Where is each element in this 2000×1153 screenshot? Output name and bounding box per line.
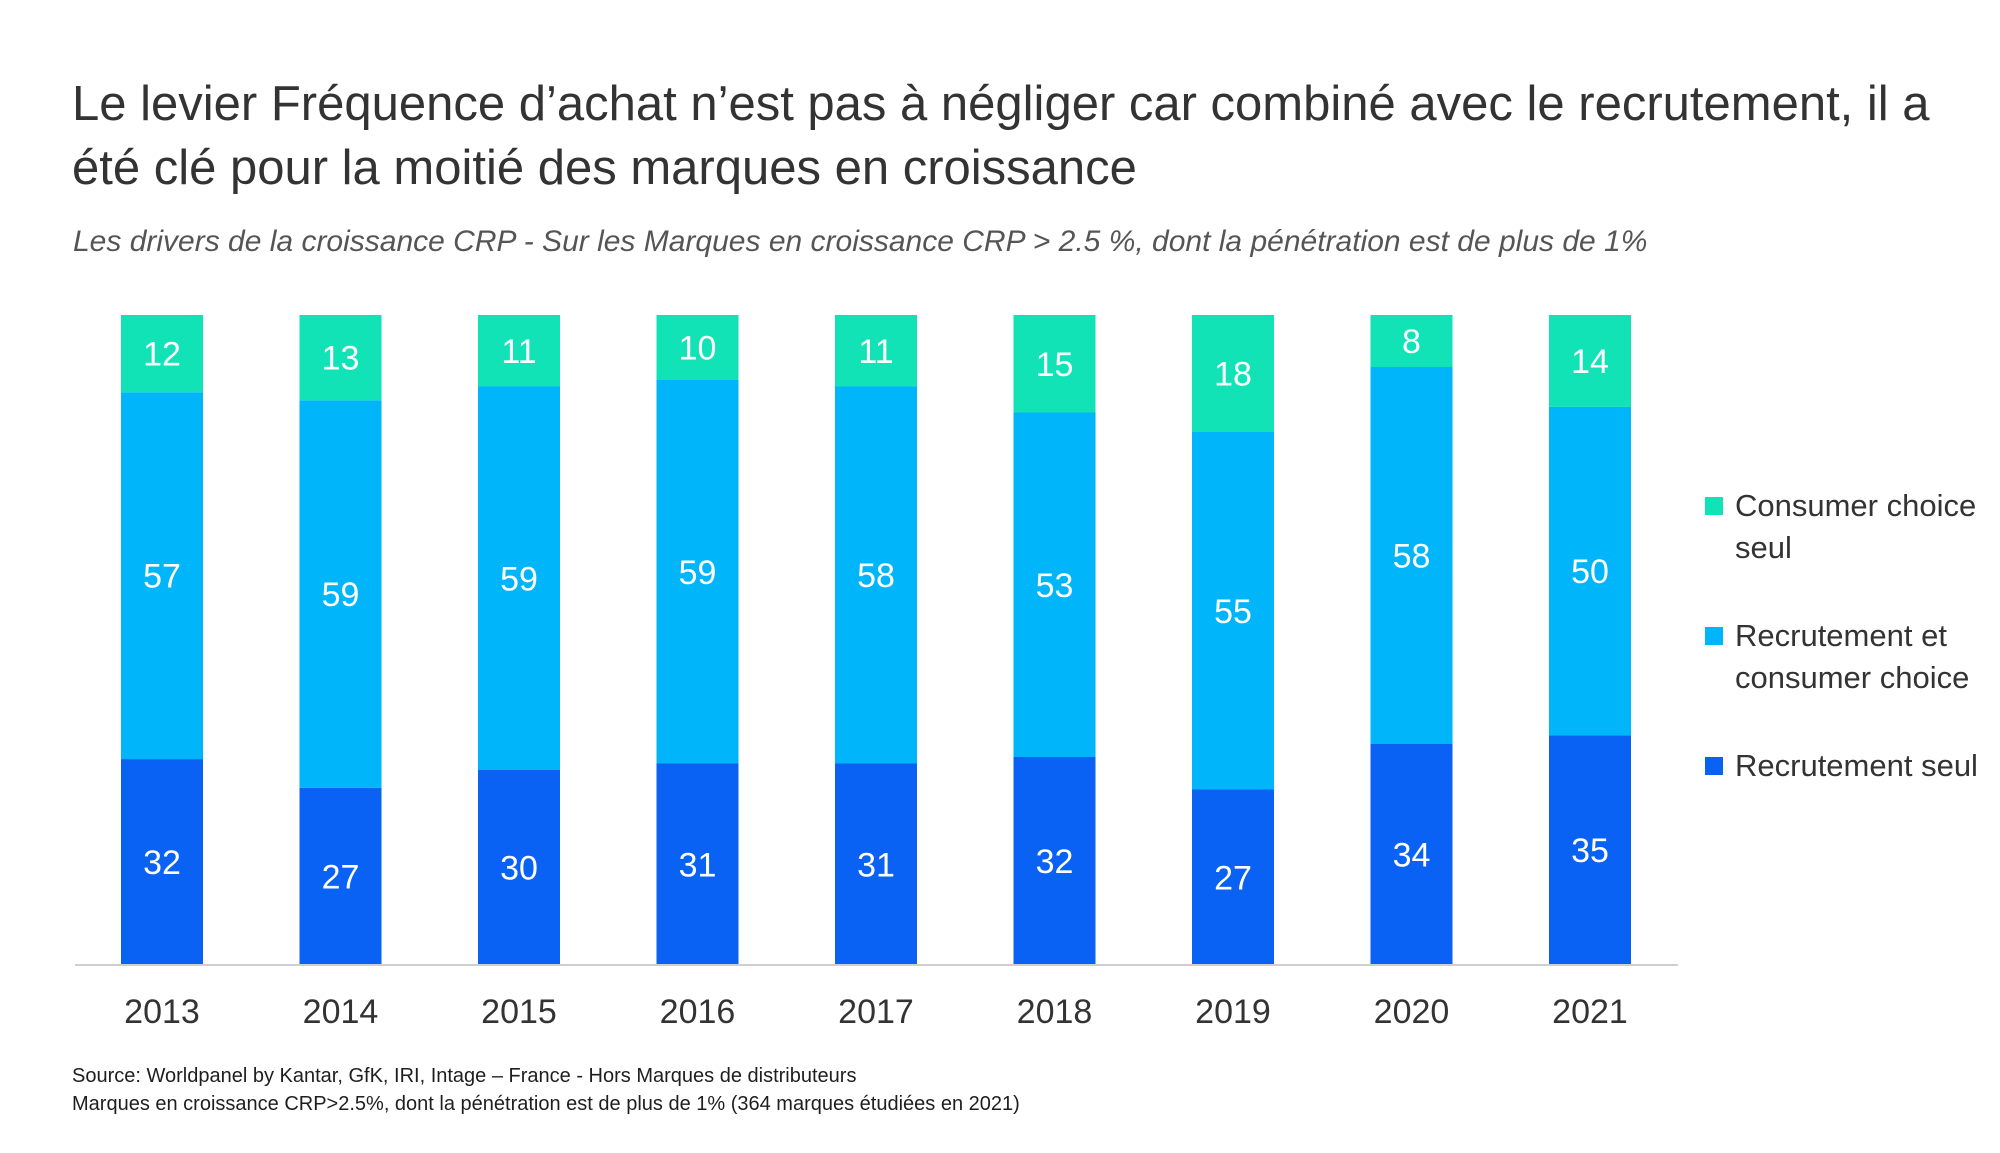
x-tick-label-2016: 2016 — [660, 993, 736, 1031]
legend-item-consumer-choice-seul: Consumer choice seul — [1705, 485, 1995, 569]
data-label-consumer-choice-seul-2021: 14 — [1571, 343, 1609, 381]
bar-segment-recrutement-seul-2013 — [121, 759, 203, 965]
data-label-recrutement-et-consumer-choice-2020: 58 — [1393, 538, 1431, 576]
data-label-consumer-choice-seul-2017: 11 — [858, 333, 893, 371]
chart-legend: Consumer choice seul Recrutement et cons… — [1705, 485, 1995, 833]
data-label-consumer-choice-seul-2013: 12 — [143, 336, 181, 374]
legend-label-recrutement-seul: Recrutement seul — [1735, 748, 1978, 783]
x-tick-label-2019: 2019 — [1195, 993, 1271, 1031]
bar-segment-recrutement-seul-2018 — [1013, 757, 1096, 965]
methodology-footnote: Marques en croissance CRP>2.5%, dont la … — [72, 1093, 1020, 1115]
legend-item-recrutement-seul: Recrutement seul — [1705, 745, 1995, 787]
data-label-recrutement-seul-2017: 31 — [857, 846, 895, 884]
x-tick-label-2020: 2020 — [1374, 993, 1450, 1031]
x-tick-label-2021: 2021 — [1552, 993, 1628, 1031]
data-label-recrutement-et-consumer-choice-2021: 50 — [1571, 553, 1609, 591]
data-label-recrutement-et-consumer-choice-2018: 53 — [1036, 567, 1074, 605]
data-label-recrutement-seul-2016: 31 — [679, 846, 717, 884]
data-label-consumer-choice-seul-2015: 11 — [501, 333, 536, 371]
bar-segment-consumer-choice-seul-2013 — [121, 315, 203, 393]
data-label-recrutement-seul-2013: 32 — [143, 844, 181, 882]
data-label-recrutement-et-consumer-choice-2016: 59 — [679, 554, 717, 592]
chart-subtitle: Les drivers de la croissance CRP - Sur l… — [73, 225, 1648, 258]
x-tick-label-2018: 2018 — [1017, 993, 1093, 1031]
data-label-consumer-choice-seul-2020: 8 — [1402, 323, 1421, 361]
legend-label-recrutement-et-consumer-choice: Recrutement et consumer choice — [1735, 618, 1970, 695]
bar-segment-recrutement-et-consumer-choice-2021 — [1549, 406, 1631, 736]
stacked-bar-chart: 32 57 12 2013 27 59 13 2014 30 59 11 2015 31 59 10 2016… — [75, 315, 1678, 1031]
bar-segment-recrutement-et-consumer-choice-2016 — [656, 380, 739, 764]
bar-segment-recrutement-seul-2019 — [1192, 789, 1274, 965]
x-tick-label-2015: 2015 — [481, 993, 557, 1031]
data-label-recrutement-et-consumer-choice-2017: 58 — [857, 557, 895, 595]
bar-segment-consumer-choice-seul-2015 — [478, 315, 560, 387]
x-tick-label-2017: 2017 — [838, 993, 914, 1031]
data-label-recrutement-seul-2019: 27 — [1214, 859, 1252, 897]
legend-label-consumer-choice-seul: Consumer choice seul — [1735, 488, 1977, 565]
data-label-recrutement-seul-2021: 35 — [1571, 832, 1609, 870]
bar-segment-consumer-choice-seul-2020 — [1370, 315, 1453, 367]
bar-segment-consumer-choice-seul-2018 — [1013, 315, 1096, 413]
data-label-recrutement-seul-2015: 30 — [500, 850, 538, 888]
source-footnote: Source: Worldpanel by Kantar, GfK, IRI, … — [72, 1065, 857, 1087]
data-label-consumer-choice-seul-2014: 13 — [322, 340, 360, 378]
data-label-recrutement-et-consumer-choice-2015: 59 — [500, 560, 538, 598]
bar-segment-recrutement-et-consumer-choice-2020 — [1370, 367, 1453, 744]
x-tick-label-2014: 2014 — [303, 993, 379, 1031]
x-tick-label-2013: 2013 — [124, 993, 200, 1031]
data-label-recrutement-seul-2020: 34 — [1393, 837, 1431, 875]
data-label-recrutement-seul-2014: 27 — [322, 858, 360, 896]
legend-swatch-consumer-choice-seul — [1705, 497, 1723, 515]
bar-segment-recrutement-et-consumer-choice-2014 — [299, 400, 382, 788]
bar-segment-recrutement-et-consumer-choice-2013 — [121, 392, 203, 760]
data-label-recrutement-seul-2018: 32 — [1036, 843, 1074, 881]
data-label-recrutement-et-consumer-choice-2013: 57 — [143, 558, 181, 596]
chart-title: Le levier Fréquence d’achat n’est pas à … — [72, 77, 1930, 195]
bar-segment-consumer-choice-seul-2016 — [656, 315, 739, 380]
bar-segment-recrutement-seul-2014 — [299, 787, 382, 965]
bar-segment-recrutement-seul-2020 — [1370, 744, 1453, 965]
bar-segment-recrutement-seul-2021 — [1549, 735, 1631, 965]
data-label-consumer-choice-seul-2016: 10 — [679, 330, 717, 368]
bar-segment-recrutement-et-consumer-choice-2019 — [1192, 432, 1274, 790]
bar-segment-recrutement-et-consumer-choice-2018 — [1013, 412, 1096, 757]
data-label-recrutement-et-consumer-choice-2019: 55 — [1214, 593, 1252, 631]
data-label-recrutement-et-consumer-choice-2014: 59 — [322, 576, 360, 614]
legend-swatch-recrutement-seul — [1705, 757, 1723, 775]
data-label-consumer-choice-seul-2019: 18 — [1214, 356, 1252, 394]
bar-segment-consumer-choice-seul-2017 — [835, 315, 917, 387]
legend-item-recrutement-et-consumer-choice: Recrutement et consumer choice — [1705, 615, 1995, 699]
data-label-consumer-choice-seul-2018: 15 — [1036, 346, 1074, 384]
bar-segment-consumer-choice-seul-2019 — [1192, 315, 1274, 432]
bar-segment-recrutement-seul-2017 — [835, 763, 917, 965]
bar-segment-consumer-choice-seul-2014 — [299, 315, 382, 401]
bar-segment-recrutement-et-consumer-choice-2017 — [835, 386, 917, 764]
bar-segment-recrutement-seul-2015 — [478, 770, 560, 965]
bar-segment-recrutement-et-consumer-choice-2015 — [478, 386, 560, 770]
bar-segment-consumer-choice-seul-2021 — [1549, 315, 1631, 407]
legend-swatch-recrutement-et-consumer-choice — [1705, 627, 1723, 645]
bar-segment-recrutement-seul-2016 — [656, 763, 739, 965]
